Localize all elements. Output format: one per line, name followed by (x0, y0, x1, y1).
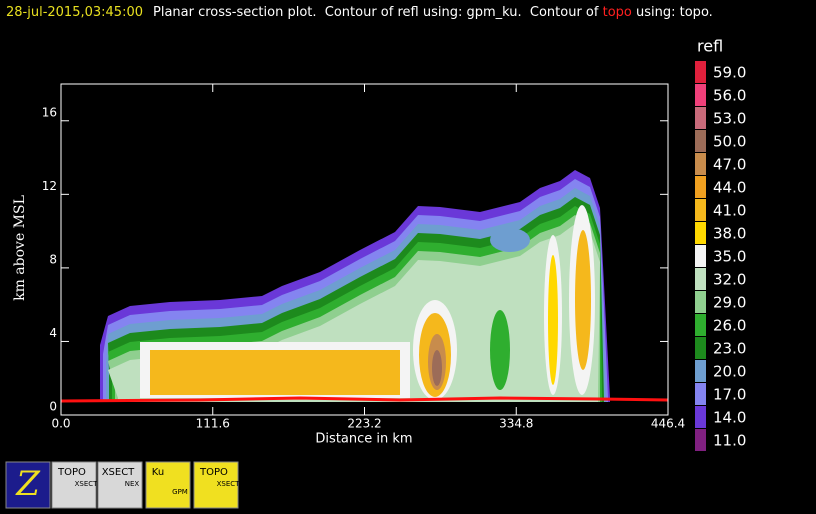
y-tick-label: 0 (49, 400, 57, 414)
toolbar-button[interactable] (145, 461, 191, 509)
x-axis-label: Distance in km (315, 432, 412, 447)
toolbar-icon-label: XSECT (102, 467, 135, 478)
toolbar-icon-label: Z (15, 464, 41, 504)
contour-region (490, 310, 510, 390)
colorbar-label: 56.0 (713, 87, 746, 105)
x-tick-label: 111.6 (196, 417, 230, 431)
toolbar-icon-sublabel: XSECT (217, 480, 241, 488)
colorbar-swatch (695, 406, 706, 428)
x-tick-label: 223.2 (347, 417, 381, 431)
colorbar-swatch (695, 107, 706, 129)
header: 28-jul-2015,03:45:00 Planar cross-section… (6, 5, 713, 20)
colorbar-label: 29.0 (713, 294, 746, 312)
colorbar-label: 35.0 (713, 248, 746, 266)
colorbar-swatch (695, 130, 706, 152)
contour-region (490, 228, 530, 252)
colorbar-label: 26.0 (713, 317, 746, 335)
colorbar-label: 50.0 (713, 133, 746, 151)
contour-region (575, 230, 591, 370)
colorbar-label: 32.0 (713, 271, 746, 289)
toolbar-icon-label: TOPO (57, 467, 86, 478)
contour-region (432, 350, 442, 386)
toolbar-button[interactable] (51, 461, 97, 509)
y-axis-label: km above MSL (12, 195, 28, 301)
y-tick-label: 4 (49, 326, 57, 340)
colorbar-swatch (695, 337, 706, 359)
colorbar-swatch (695, 176, 706, 198)
colorbar-swatch (695, 314, 706, 336)
colorbar-label: 23.0 (713, 340, 746, 358)
colorbar-swatch (695, 61, 706, 83)
toolbar-icon-label: TOPO (199, 467, 228, 478)
colorbar-label: 20.0 (713, 363, 746, 381)
y-tick-label: 12 (42, 179, 57, 193)
plot-area (60, 170, 669, 403)
colorbar-swatch (695, 153, 706, 175)
toolbar-icon-sublabel: GPM (172, 488, 188, 496)
x-tick-label: 334.8 (499, 417, 533, 431)
colorbar-swatch (695, 84, 706, 106)
x-tick-label: 0.0 (51, 417, 70, 431)
colorbar-swatch (695, 268, 706, 290)
header-text: Planar cross-section plot. Contour of re… (153, 5, 603, 20)
colorbar-swatch (695, 383, 706, 405)
toolbar-button[interactable] (5, 461, 51, 509)
colorbar-swatch (695, 291, 706, 313)
colorbar-label: 38.0 (713, 225, 746, 243)
y-tick-label: 16 (42, 105, 57, 119)
y-tick-label: 8 (49, 252, 57, 266)
colorbar-swatch (695, 199, 706, 221)
colorbar-label: 47.0 (713, 156, 746, 174)
colorbar-label: 41.0 (713, 202, 746, 220)
header-text: using: topo. (632, 5, 713, 20)
x-tick-label: 446.4 (651, 417, 685, 431)
toolbar-button[interactable] (193, 461, 239, 509)
colorbar-label: 14.0 (713, 409, 746, 427)
colorbar-label: 11.0 (713, 432, 746, 450)
colorbar-swatch (695, 360, 706, 382)
header-highlight: topo (603, 5, 632, 20)
toolbar-button[interactable] (97, 461, 143, 509)
colorbar-swatch (695, 429, 706, 451)
time: 28-jul-2015,03:45:00 (6, 5, 143, 20)
colorbar-label: 53.0 (713, 110, 746, 128)
topo-line (60, 396, 669, 403)
colorbar-label: 17.0 (713, 386, 746, 404)
colorbar-label: 44.0 (713, 179, 746, 197)
toolbar-icon-sublabel: XSECT (75, 480, 99, 488)
colorbar-swatch (695, 245, 706, 267)
toolbar-icon-label: Ku (152, 467, 164, 478)
colorbar-swatch (695, 222, 706, 244)
contour-region (150, 350, 400, 395)
colorbar-title: refl (697, 37, 723, 56)
contour-region (548, 255, 558, 385)
colorbar-label: 59.0 (713, 64, 746, 82)
toolbar-icon-sublabel: NEX (125, 480, 140, 488)
